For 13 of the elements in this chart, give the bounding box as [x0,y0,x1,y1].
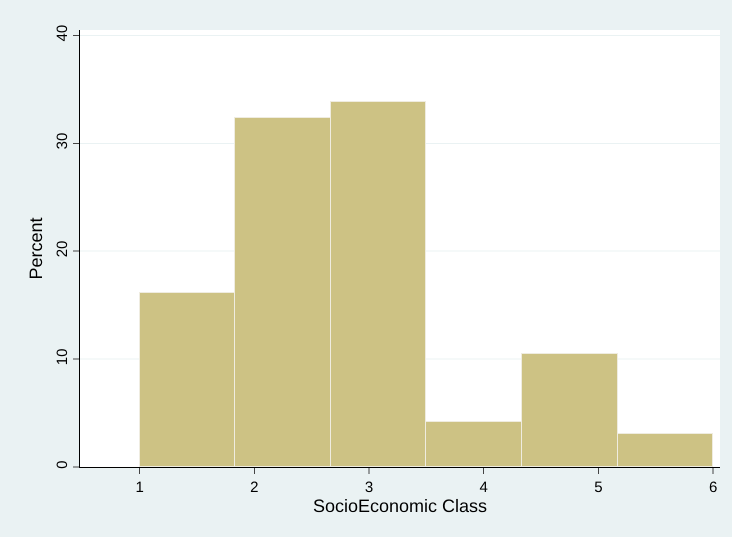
x-tick-label: 4 [480,479,488,496]
x-tick-label: 3 [364,479,374,496]
x-tick-label: 6 [708,479,718,496]
y-tick-label: 40 [54,24,71,42]
x-axis-title: SocioEconomic Class [312,496,488,516]
x-tick-label: 2 [250,479,259,496]
x-tick-label: 1 [135,479,144,496]
y-axis-title: Percent [26,217,46,280]
y-tick-label: 20 [54,240,71,258]
x-tick-label: 5 [594,479,603,496]
y-tick-label: 0 [54,460,71,469]
y-tick-label: 10 [54,348,71,366]
y-tick-label: 30 [54,132,71,150]
